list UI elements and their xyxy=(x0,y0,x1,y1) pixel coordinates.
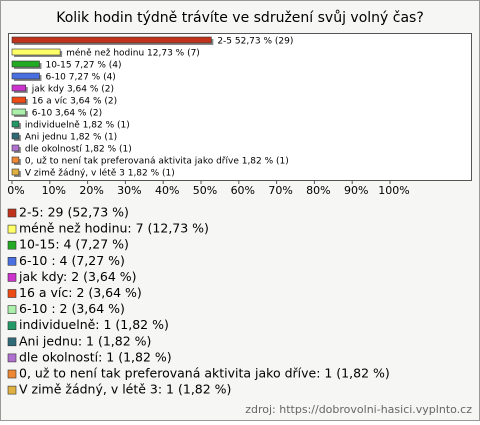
x-tick-label: 50% xyxy=(193,184,217,197)
legend-label: 10-15: 4 (7,27 %) xyxy=(19,237,129,252)
bar xyxy=(11,132,20,140)
bar xyxy=(11,48,61,56)
bar-label: 6-10 7,27 % (4) xyxy=(45,73,115,83)
bar xyxy=(11,60,40,68)
bar-label: 2-5 52,73 % (29) xyxy=(217,37,293,47)
x-tick-label: 20% xyxy=(79,184,103,197)
bar-label: jak kdy 3,64 % (2) xyxy=(31,85,114,95)
bar xyxy=(11,36,212,44)
bar-label: Ani jednu 1,82 % (1) xyxy=(25,133,117,143)
chart-title: Kolik hodin týdně trávíte ve sdružení sv… xyxy=(56,10,424,26)
bar xyxy=(11,156,20,164)
x-tick-label: 90% xyxy=(344,184,368,197)
legend-swatch xyxy=(7,305,17,314)
legend-swatch xyxy=(7,321,17,331)
legend-label: jak kdy: 2 (3,64 %) xyxy=(18,269,137,284)
source: zdroj: https://dobrovolni-hasici.vyplnto… xyxy=(245,403,472,416)
legend-label: 16 a víc: 2 (3,64 %) xyxy=(19,285,142,300)
legend-label: dle okolností: 1 (1,82 %) xyxy=(19,349,172,364)
legend-label: 0, už to není tak preferovaná aktivita j… xyxy=(19,366,390,381)
bar-label: dle okolností 1,82 % (1) xyxy=(25,145,132,155)
x-tick-label: 80% xyxy=(306,184,330,197)
x-tick-label: 10% xyxy=(42,184,66,197)
legend-label: 6-10 : 4 (7,27 %) xyxy=(19,253,125,268)
legend-label: Ani jednu: 1 (1,82 %) xyxy=(19,333,151,348)
x-tick-label: 40% xyxy=(155,184,179,197)
legend-swatch xyxy=(7,208,17,218)
x-tick-label: 30% xyxy=(117,184,141,197)
bar-label: 16 a víc 3,64 % (2) xyxy=(32,97,117,107)
x-tick-label: 60% xyxy=(231,184,255,197)
legend-label: V zimě žádný, v létě 3: 1 (1,82 %) xyxy=(19,382,231,397)
legend-swatch xyxy=(7,256,17,266)
bar-label: 0, už to není tak preferovaná aktivita j… xyxy=(25,157,289,167)
bar-label: 6-10 3,64 % (2) xyxy=(32,109,102,119)
legend-swatch xyxy=(7,337,17,347)
legend-label: individuelně: 1 (1,82 %) xyxy=(19,317,169,332)
legend-swatch xyxy=(7,369,17,379)
x-tick-label: 100% xyxy=(378,184,409,197)
bar xyxy=(11,72,40,80)
bar xyxy=(11,120,20,128)
bar xyxy=(11,84,27,92)
bar xyxy=(11,168,20,176)
plot-frame xyxy=(8,33,472,181)
x-tick-label: 0% xyxy=(7,184,24,197)
bar-label: méně než hodinu 12,73 % (7) xyxy=(66,48,200,59)
legend-swatch xyxy=(7,353,17,363)
legend-swatch xyxy=(7,273,17,282)
bar-label: 10-15 7,27 % (4) xyxy=(45,61,121,71)
bar-label: V zimě žádný, v létě 3 1,82 % (1) xyxy=(25,168,175,179)
bar xyxy=(11,96,27,104)
legend-label: méně než hodinu: 7 (12,73 %) xyxy=(19,221,209,236)
bar xyxy=(11,108,27,116)
legend-swatch xyxy=(7,240,17,250)
x-tick-label: 70% xyxy=(268,184,292,197)
legend-swatch xyxy=(7,224,17,234)
bar-label: individuelně 1,82 % (1) xyxy=(25,121,130,131)
legend-swatch xyxy=(7,289,17,298)
legend-swatch xyxy=(7,385,17,395)
bar xyxy=(11,144,20,152)
legend-label: 2-5: 29 (52,73 %) xyxy=(19,205,129,220)
legend-label: 6-10 : 2 (3,64 %) xyxy=(19,301,125,316)
